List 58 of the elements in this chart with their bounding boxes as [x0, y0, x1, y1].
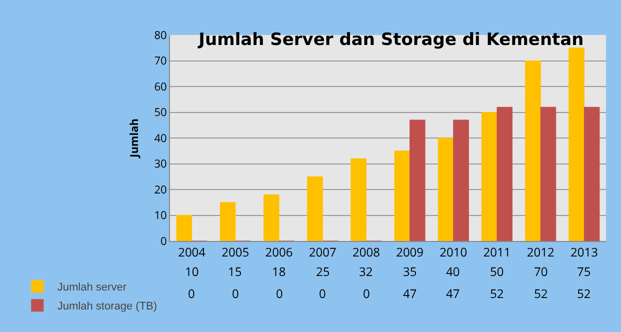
data-label: 32 [359, 263, 373, 280]
y-tick-label: 60 [154, 79, 167, 94]
x-tick-label: 2007 [308, 243, 336, 260]
x-tick-label: 2005 [222, 243, 250, 260]
bar [453, 120, 469, 241]
data-label: 52 [534, 285, 548, 302]
bar [584, 106, 600, 241]
data-label: 40 [446, 263, 460, 280]
bar [438, 138, 454, 241]
bar [540, 106, 556, 241]
data-label: 15 [228, 263, 242, 280]
y-axis-title: Jumlah [127, 118, 142, 158]
bar [394, 150, 410, 241]
y-tick-label: 0 [160, 234, 167, 249]
data-label: 50 [490, 263, 504, 280]
x-tick-label: 2009 [396, 243, 424, 260]
data-label: 52 [577, 285, 591, 302]
bar [525, 60, 541, 241]
data-label: 10 [185, 263, 199, 280]
bar [481, 112, 498, 241]
data-label: 52 [490, 285, 504, 302]
bar [220, 202, 236, 241]
data-label: 47 [403, 285, 417, 302]
x-tick-label: 2004 [178, 243, 206, 260]
bar [263, 194, 280, 241]
legend-label: Jumlah storage (TB) [57, 300, 158, 313]
y-tick-label: 30 [154, 156, 167, 172]
y-tick-label: 40 [154, 130, 167, 146]
chart-title: Jumlah Server dan Storage di Kementan [198, 30, 584, 50]
x-tick-label: 2010 [440, 243, 468, 260]
y-tick-label: 70 [154, 54, 167, 69]
x-tick-label: 2012 [526, 243, 554, 260]
x-tick-label: 2013 [570, 243, 598, 260]
data-label: 70 [534, 263, 548, 280]
y-tick-label: 20 [154, 182, 167, 198]
data-label: 25 [316, 263, 330, 280]
data-label: 35 [403, 263, 417, 280]
bar [568, 48, 584, 241]
legend-label: Jumlah server [57, 282, 127, 294]
data-label: 0 [363, 285, 370, 302]
bar [307, 176, 323, 241]
data-label: 0 [276, 285, 283, 302]
y-tick-label: 50 [154, 105, 167, 120]
bar [350, 158, 366, 241]
data-label: 47 [446, 285, 460, 302]
x-tick-label: 2008 [352, 243, 380, 260]
data-label: 0 [188, 285, 195, 302]
bar [410, 120, 426, 241]
data-label: 0 [232, 285, 239, 302]
data-label: 0 [319, 285, 326, 302]
bar [176, 215, 192, 241]
y-tick-label: 10 [154, 208, 167, 224]
data-label: 75 [577, 263, 591, 280]
y-tick-label: 80 [154, 28, 167, 43]
x-tick-label: 2006 [265, 243, 293, 260]
data-label: 18 [272, 263, 286, 280]
bar [496, 106, 513, 241]
x-tick-label: 2011 [483, 243, 511, 260]
